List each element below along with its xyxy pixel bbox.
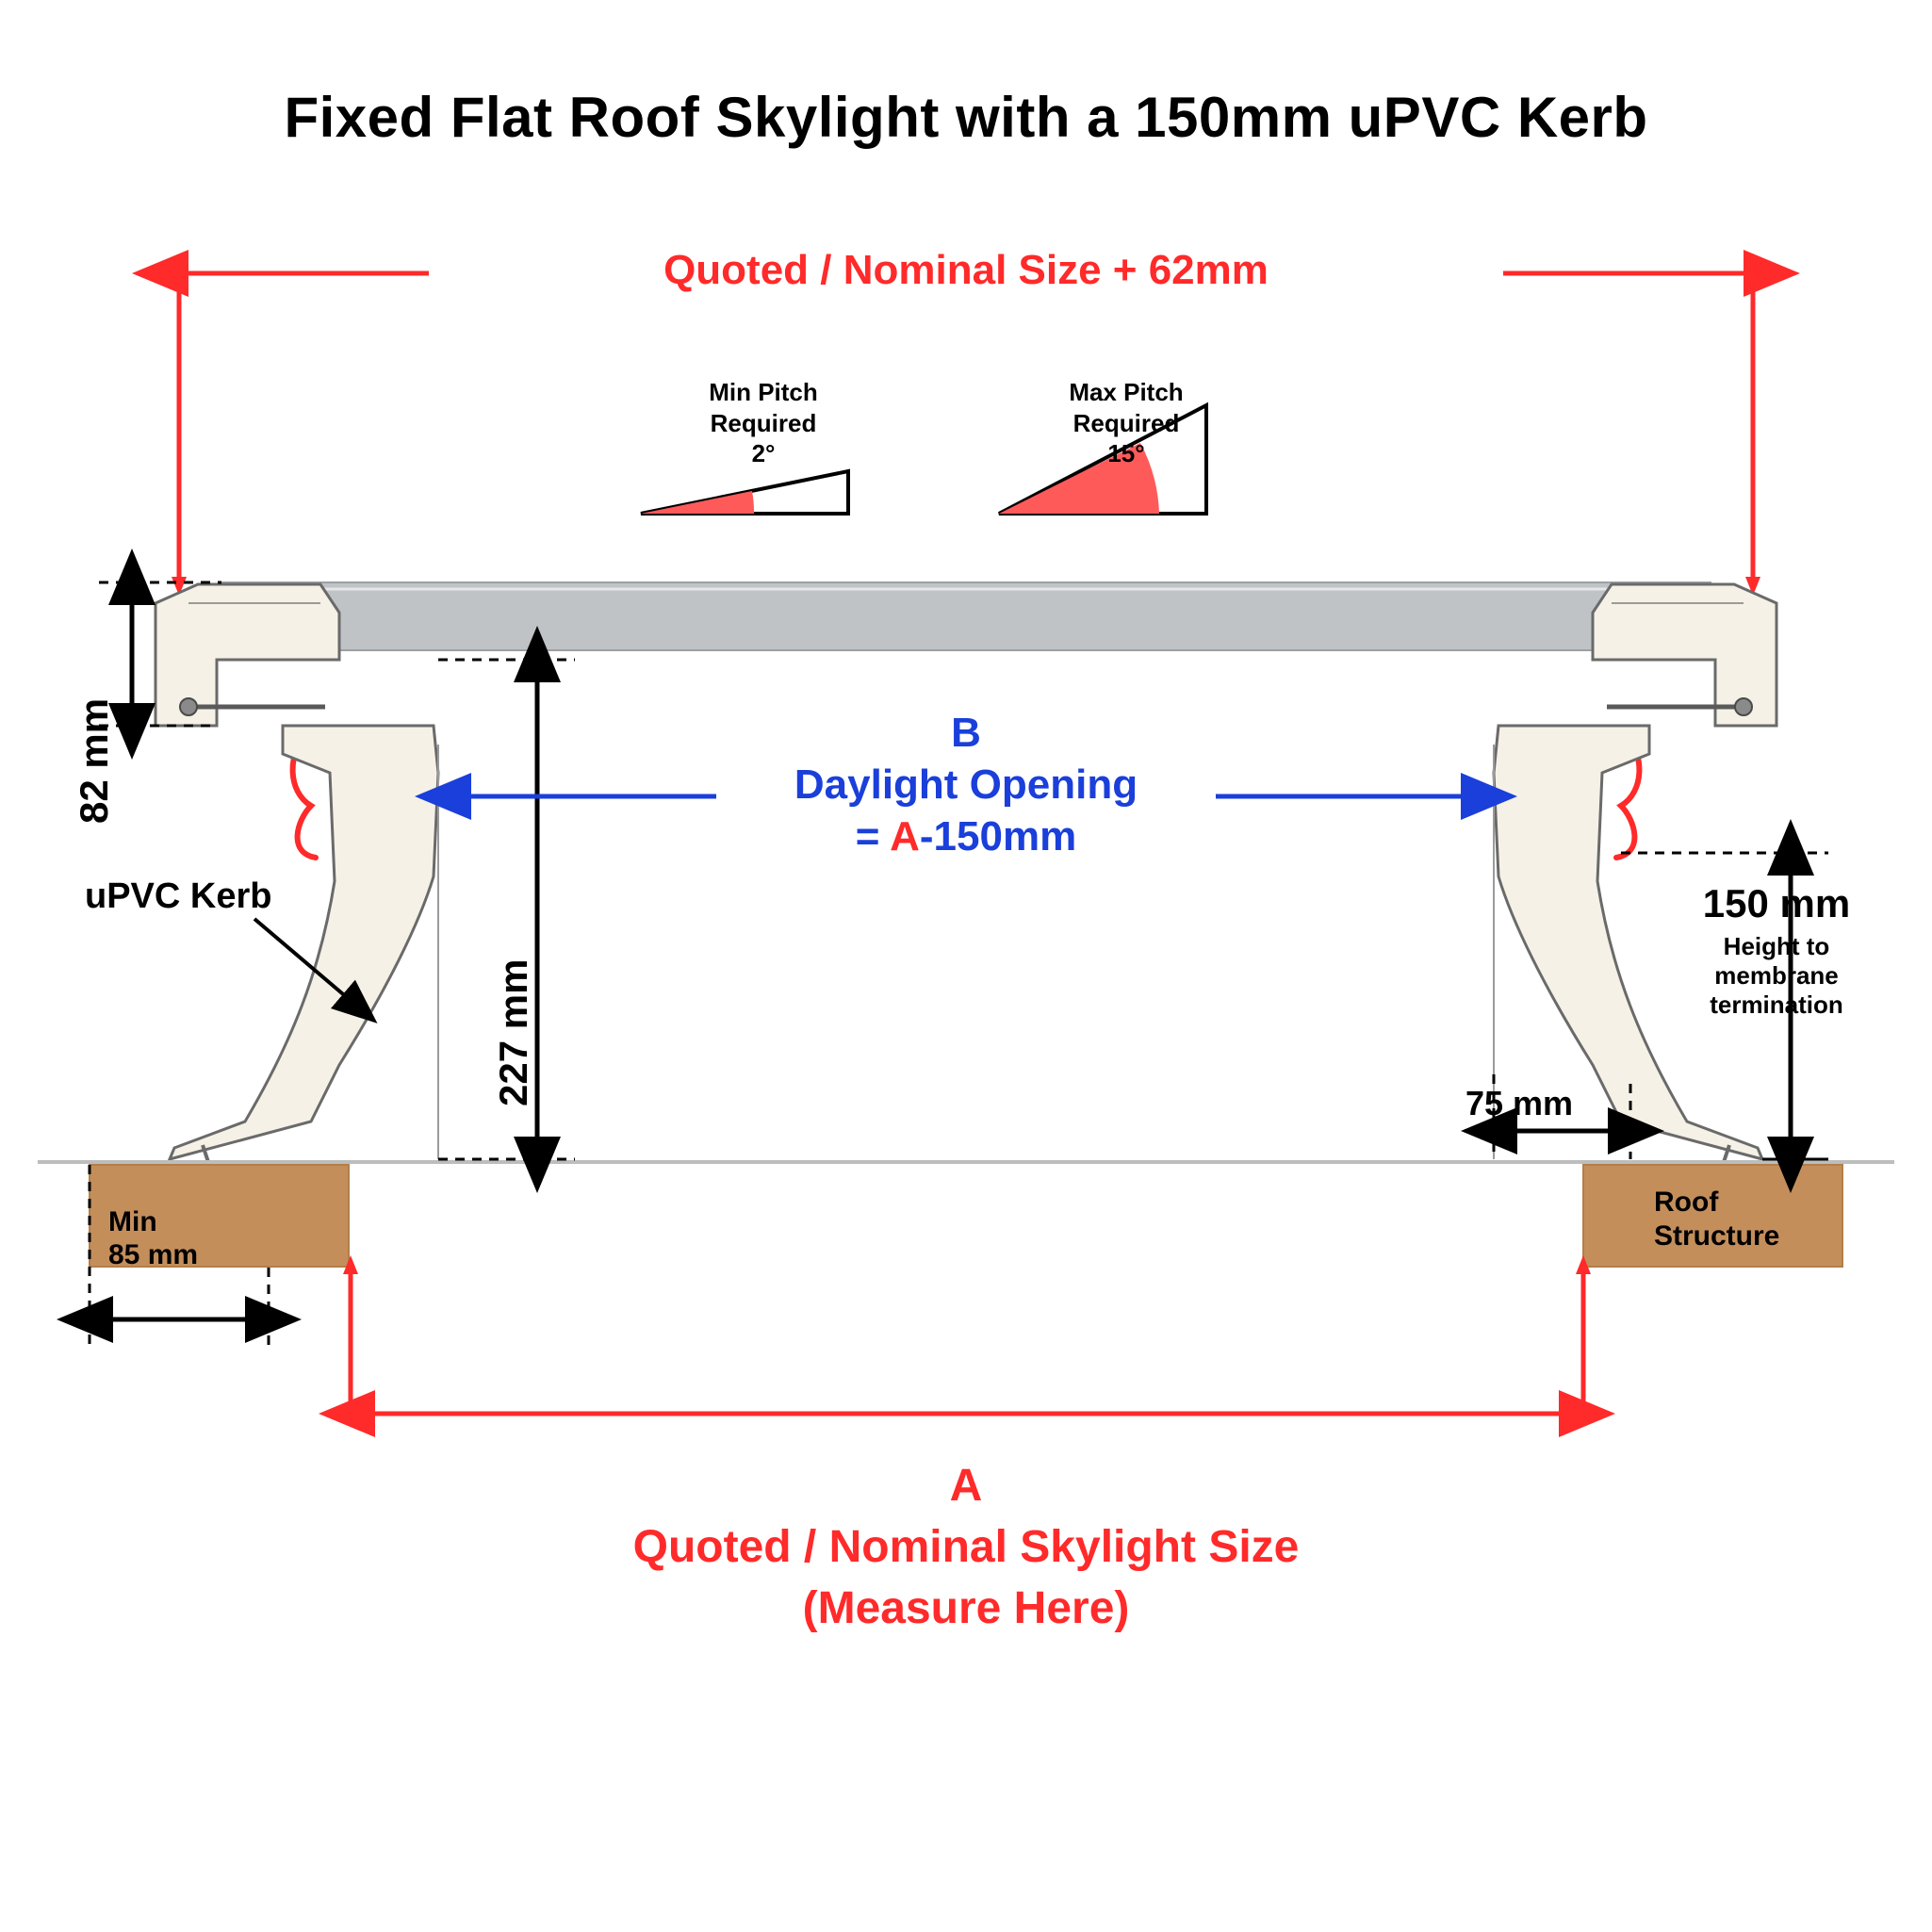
frame-cap-right bbox=[1593, 584, 1776, 858]
bottom-A-letter: A bbox=[0, 1456, 1932, 1517]
glass-panel bbox=[221, 582, 1711, 650]
dim-A bbox=[343, 1255, 1591, 1423]
frame-cap-left bbox=[156, 584, 339, 858]
top-dimension bbox=[172, 273, 1760, 596]
daylight-l2-suffix: -150mm bbox=[920, 813, 1076, 860]
max-pitch-l3: 15° bbox=[1023, 438, 1230, 469]
label-150mm-main: 150 mm bbox=[1640, 881, 1913, 926]
label-150mm-l1: Height to bbox=[1640, 932, 1913, 961]
label-min85-l2: 85 mm bbox=[108, 1239, 198, 1272]
max-pitch-label: Max Pitch Required 15° bbox=[1023, 377, 1230, 469]
kerb-label: uPVC Kerb bbox=[85, 876, 271, 917]
min-pitch-label: Min Pitch Required 2° bbox=[660, 377, 867, 469]
daylight-l2-prefix: = bbox=[856, 813, 890, 860]
label-75mm: 75 mm bbox=[1465, 1084, 1573, 1123]
label-82mm: 82 mm bbox=[72, 654, 117, 824]
min-pitch-l1: Min Pitch bbox=[660, 377, 867, 408]
daylight-label: B Daylight Opening = A-150mm bbox=[716, 707, 1216, 862]
bottom-A-l1: Quoted / Nominal Skylight Size bbox=[0, 1517, 1932, 1579]
roof-structure-l1: Roof bbox=[1654, 1186, 1779, 1220]
label-227mm: 227 mm bbox=[491, 918, 536, 1106]
label-150mm-l2: membrane bbox=[1640, 961, 1913, 991]
label-min85-l1: Min bbox=[108, 1206, 198, 1239]
min-pitch-l2: Required bbox=[660, 408, 867, 439]
daylight-B: B bbox=[716, 707, 1216, 759]
label-150mm-l3: termination bbox=[1640, 991, 1913, 1020]
max-pitch-l1: Max Pitch bbox=[1023, 377, 1230, 408]
label-min85: Min 85 mm bbox=[108, 1206, 198, 1271]
daylight-l2-red: A bbox=[890, 813, 920, 860]
max-pitch-l2: Required bbox=[1023, 408, 1230, 439]
roof-structure-label: Roof Structure bbox=[1654, 1186, 1779, 1253]
min-pitch-icon bbox=[641, 471, 848, 514]
bottom-A-label: A Quoted / Nominal Skylight Size (Measur… bbox=[0, 1456, 1932, 1639]
min-pitch-l3: 2° bbox=[660, 438, 867, 469]
bottom-A-l2: (Measure Here) bbox=[0, 1579, 1932, 1640]
roof-structure-l2: Structure bbox=[1654, 1220, 1779, 1253]
daylight-l2: = A-150mm bbox=[716, 810, 1216, 862]
daylight-l1: Daylight Opening bbox=[716, 759, 1216, 810]
top-dimension-label: Quoted / Nominal Size + 62mm bbox=[429, 247, 1503, 294]
label-150mm: 150 mm Height to membrane termination bbox=[1640, 881, 1913, 1021]
